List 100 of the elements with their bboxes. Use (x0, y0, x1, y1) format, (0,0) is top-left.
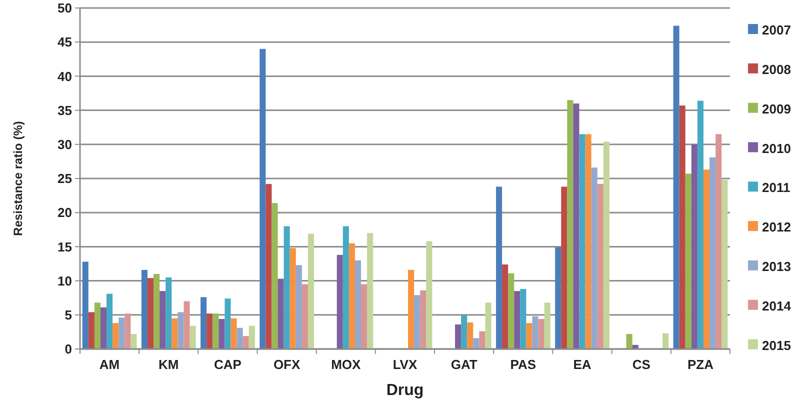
y-tick-label: 40 (58, 68, 72, 84)
bar (184, 301, 190, 349)
bar (691, 144, 698, 349)
bar (212, 314, 219, 349)
bar (266, 184, 272, 349)
bar (166, 277, 172, 349)
bar (172, 318, 178, 349)
bar (508, 273, 514, 349)
y-tick-label: 45 (58, 34, 72, 50)
bar (296, 265, 302, 349)
bar (467, 322, 474, 349)
y-tick-label: 15 (58, 239, 72, 254)
y-tick-label: 30 (58, 136, 72, 152)
bar (290, 248, 296, 349)
bar (206, 314, 213, 349)
bar (367, 233, 374, 349)
bar (354, 260, 362, 349)
bar (603, 142, 610, 349)
bar (302, 284, 308, 349)
bar (538, 318, 544, 349)
bar (130, 334, 137, 349)
y-tick-label: 50 (58, 0, 72, 16)
bar (722, 180, 728, 349)
bar (348, 243, 355, 349)
bar (147, 278, 154, 349)
legend-label: 2014 (762, 298, 792, 314)
bar (82, 262, 88, 349)
bar (230, 318, 237, 349)
legend-label: 2015 (762, 338, 791, 353)
bar (673, 26, 680, 349)
bar (160, 291, 166, 349)
bar (514, 291, 520, 349)
bar (190, 326, 196, 349)
bar (178, 312, 184, 349)
bar (88, 312, 94, 349)
bar (703, 170, 710, 349)
legend-label: 2007 (762, 22, 791, 38)
bar (461, 314, 468, 349)
legend-label: 2013 (762, 258, 791, 274)
bar (555, 247, 562, 349)
bar (561, 186, 568, 349)
bar (710, 157, 716, 349)
bar (573, 103, 580, 349)
bar (520, 288, 526, 349)
bar (336, 254, 343, 349)
bar (685, 174, 692, 349)
bar (94, 302, 100, 349)
legend-label: 2008 (762, 62, 791, 77)
bar (697, 100, 704, 349)
y-axis-title: Resistance ratio (%) (11, 121, 25, 236)
bar (272, 203, 278, 349)
bar (526, 323, 532, 349)
bar (124, 314, 131, 349)
bar (579, 134, 586, 349)
y-tick-label: 20 (58, 205, 72, 220)
bar (224, 298, 231, 349)
bar (485, 302, 492, 349)
bar (662, 333, 669, 349)
legend-label: 2012 (762, 220, 791, 235)
bar (408, 270, 414, 349)
x-tick-label: CAP (214, 357, 242, 372)
bar (502, 264, 508, 349)
bar (141, 270, 148, 349)
bar (597, 184, 604, 349)
bar (496, 186, 502, 349)
legend-label: 2011 (762, 180, 790, 196)
y-tick-label: 5 (64, 307, 72, 322)
bar (106, 294, 113, 349)
bar (260, 48, 266, 349)
x-tick-label: CS (632, 357, 651, 372)
x-tick-label: KM (158, 357, 179, 372)
x-tick-label: PZA (687, 357, 714, 372)
y-tick-label: 25 (58, 171, 72, 186)
bar (591, 168, 598, 349)
bar (626, 334, 632, 349)
bar (585, 134, 592, 349)
x-tick-label: EA (573, 357, 592, 372)
bar (278, 278, 284, 349)
bar (118, 318, 125, 349)
legend-label: 2009 (762, 101, 791, 116)
bar (308, 234, 314, 349)
y-tick-label: 10 (58, 273, 72, 288)
x-tick-label: MOX (331, 357, 362, 372)
bar (218, 318, 225, 349)
bar (100, 307, 107, 349)
bar (455, 324, 462, 349)
x-tick-label: GAT (450, 357, 478, 372)
bar (426, 241, 432, 349)
bar (544, 302, 550, 349)
bar (112, 323, 119, 349)
bar (154, 274, 160, 349)
bar (532, 316, 538, 349)
x-tick-label: LVX (392, 357, 418, 372)
y-tick-label: 35 (58, 102, 72, 118)
bar (679, 106, 686, 349)
bar (420, 290, 426, 349)
bar (284, 226, 290, 349)
legend-label: 2010 (762, 140, 791, 156)
bar (236, 328, 243, 349)
x-tick-label: AM (99, 357, 120, 372)
